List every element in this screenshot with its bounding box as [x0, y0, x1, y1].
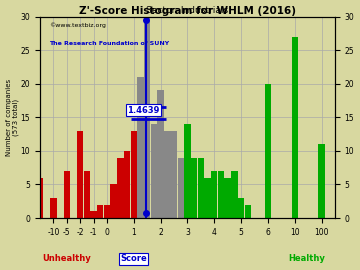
- Text: The Research Foundation of SUNY: The Research Foundation of SUNY: [49, 41, 169, 46]
- Bar: [77, 131, 84, 218]
- Bar: [111, 184, 117, 218]
- Bar: [238, 198, 244, 218]
- Text: Healthy: Healthy: [288, 254, 325, 263]
- Text: Unhealthy: Unhealthy: [42, 254, 91, 263]
- Bar: [144, 17, 150, 218]
- Bar: [97, 205, 103, 218]
- Bar: [90, 211, 97, 218]
- Text: 1.4639: 1.4639: [127, 106, 160, 115]
- Bar: [318, 144, 325, 218]
- Bar: [117, 158, 123, 218]
- Bar: [84, 171, 90, 218]
- Bar: [231, 171, 238, 218]
- Bar: [292, 37, 298, 218]
- Text: Sector: Industrials: Sector: Industrials: [147, 6, 229, 15]
- Bar: [218, 171, 224, 218]
- Bar: [225, 178, 231, 218]
- Bar: [191, 158, 197, 218]
- Bar: [63, 171, 70, 218]
- Bar: [104, 205, 110, 218]
- Bar: [37, 178, 43, 218]
- Bar: [50, 198, 57, 218]
- Bar: [171, 131, 177, 218]
- Bar: [244, 205, 251, 218]
- Text: ©www.textbiz.org: ©www.textbiz.org: [49, 23, 105, 28]
- Bar: [157, 90, 164, 218]
- Bar: [124, 151, 130, 218]
- Bar: [137, 77, 144, 218]
- Bar: [204, 178, 211, 218]
- Bar: [131, 131, 137, 218]
- Bar: [177, 158, 184, 218]
- Y-axis label: Number of companies
(573 total): Number of companies (573 total): [5, 79, 19, 156]
- Bar: [211, 171, 217, 218]
- Title: Z'-Score Histogram for WHLM (2016): Z'-Score Histogram for WHLM (2016): [79, 6, 296, 16]
- Bar: [265, 84, 271, 218]
- Bar: [184, 124, 191, 218]
- Bar: [164, 131, 171, 218]
- Bar: [198, 158, 204, 218]
- Text: Score: Score: [121, 254, 147, 263]
- Bar: [151, 124, 157, 218]
